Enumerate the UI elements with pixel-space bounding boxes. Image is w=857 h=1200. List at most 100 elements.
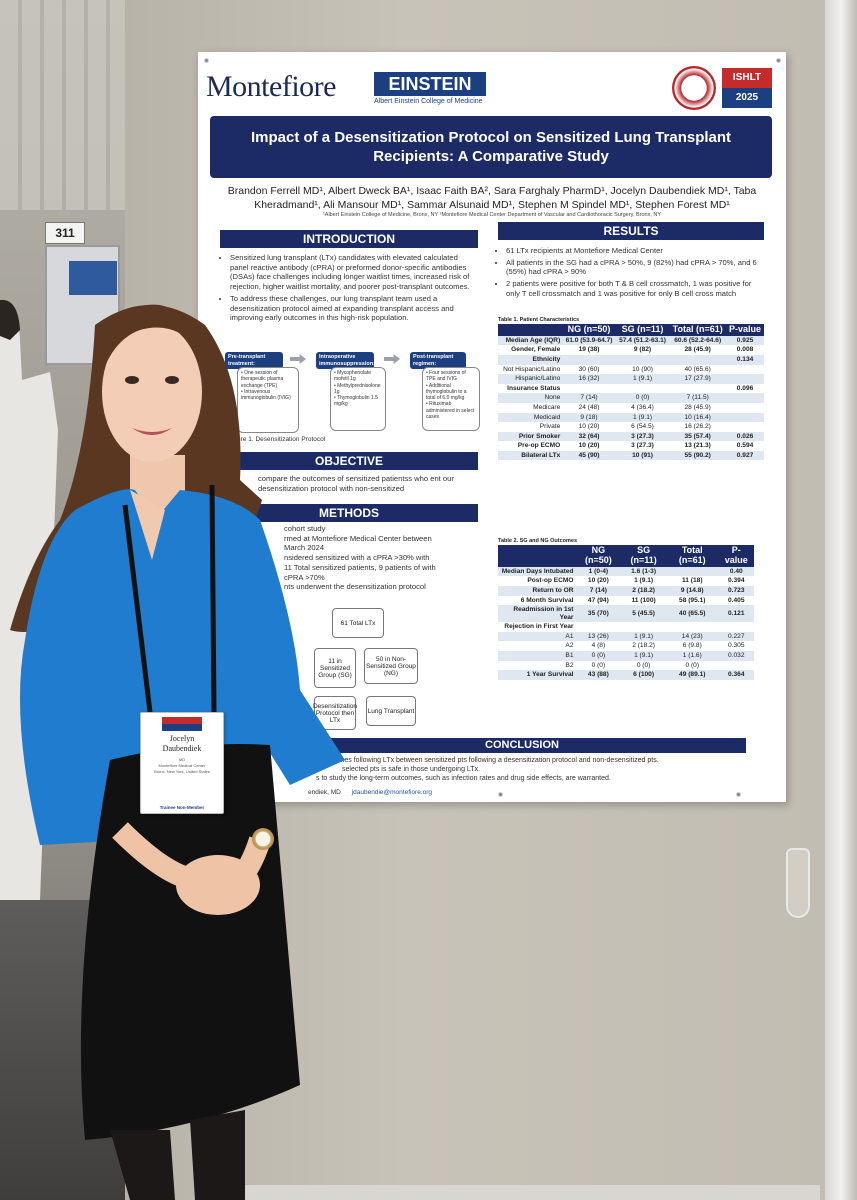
push-pin [498, 792, 503, 797]
table-row: Medicare 24 (48) 4 (36.4) 28 (45.9) [498, 403, 764, 413]
methods-text: cohort study rmed at Montefiore Medical … [284, 524, 478, 592]
table-2-caption: Table 2. SG and NG Outcomes [498, 538, 578, 544]
badge-organization: Montefiore Medical Center [158, 763, 206, 769]
table-row: Insurance Status 0.096 [498, 384, 764, 394]
methods-line: nsidered sensitized with a cPRA >30% wit… [284, 553, 430, 563]
table-cell: 0.40 [718, 566, 754, 577]
row-label: Pre-op ECMO [517, 442, 561, 450]
wristwatch-icon [252, 828, 274, 850]
table-cell: 16 (26.2) [684, 423, 711, 431]
hall-ceiling [0, 0, 140, 210]
arrow-right-icon [384, 354, 400, 364]
research-poster: Montefiore EINSTEIN Albert Einstein Coll… [198, 52, 786, 802]
table-header: SG (n=11) [615, 324, 670, 336]
badge-type: Trainee Non-Member [159, 805, 205, 810]
table-cell: 0.723 [718, 585, 754, 596]
table-cell: 9 (18) [562, 412, 616, 423]
table-cell [726, 393, 764, 403]
results-bullet: 61 LTx recipients at Montefiore Medical … [506, 246, 766, 256]
table-cell: 1 (9.1) [621, 631, 666, 642]
table-cell: 0.305 [728, 642, 745, 650]
table-cell: 1 (0-4) [575, 566, 622, 577]
table-row: A2 4 (8) 2 (18.2) 6 (9.8) 0.305 [498, 641, 754, 651]
einstein-logo: EINSTEIN [374, 72, 486, 96]
row-label: Gender, Female [511, 346, 561, 354]
booth-number-sign: 311 [45, 222, 85, 244]
methods-line: cPRA >70% [284, 572, 325, 582]
table-header [498, 324, 563, 336]
table-cell: 0.594 [736, 442, 754, 450]
ishlt-badge-logo [162, 717, 202, 731]
table-header: NG (n=50) [575, 545, 622, 567]
row-label: Private [539, 423, 561, 431]
row-label: Return to OR [498, 585, 576, 596]
table-cell [576, 622, 622, 632]
conclusion-text: y outcomes following LTx between sensiti… [316, 756, 756, 783]
introduction-heading: INTRODUCTION [220, 230, 478, 248]
table-cell [665, 566, 719, 577]
table-cell: 3 (27.3) [615, 431, 670, 442]
table-cell: 1.6 (1-3) [621, 566, 666, 577]
table-cell: 0 (0) [685, 661, 700, 669]
table-cell: 4 (8) [591, 642, 606, 650]
total-ltx-box: 61 Total LTx [332, 608, 384, 638]
table-row: Hispanic/Latino 16 (32) 1 (9.1) 17 (27.9) [498, 374, 764, 384]
table-row: Post-op ECMO 10 (20) 1 (9.1) 11 (18) 0.394 [498, 576, 754, 586]
row-label: Ethnicity [498, 355, 563, 365]
table-cell: 28 (45.9) [684, 403, 711, 411]
row-label: None [498, 393, 563, 403]
table-cell [621, 622, 666, 632]
row-label: Post-op ECMO [527, 577, 574, 585]
table-cell: 0 (0) [615, 393, 670, 403]
table-cell: 7 (11.5) [669, 393, 727, 403]
row-label: Readmission in 1st Year [498, 605, 576, 623]
push-pin [776, 58, 781, 63]
table-cell: 9 (82) [633, 346, 652, 354]
table-cell: 24 (48) [578, 403, 600, 411]
methods-line: cohort study [284, 524, 326, 533]
table-cell: 0.227 [718, 631, 754, 642]
table-cell: 9 (14.8) [665, 585, 719, 596]
row-label: 6 Month Survival [520, 596, 574, 604]
table-cell: 5 (45.5) [621, 605, 666, 623]
table-cell [719, 622, 754, 632]
table-cell: 40 (65.5) [665, 605, 719, 623]
results-text: 61 LTx recipients at Montefiore Medical … [498, 246, 766, 301]
row-label: Rejection in First Year [504, 623, 574, 631]
table-cell: 0.927 [726, 450, 764, 461]
methods-line: rmed at Montefiore Medical Center betwee… [284, 533, 432, 543]
introduction-bullet: Sensitized lung transplant (LTx) candida… [230, 253, 478, 292]
badge-last-name: Daubendiek [162, 743, 202, 753]
pre-transplant-box: • One session of therapeutic plasma exch… [237, 367, 299, 433]
row-label: Medicare [533, 403, 561, 411]
einstein-logo-subtitle: Albert Einstein College of Medicine [374, 98, 483, 105]
conclusion-line: selected pts is safe in those undergoing… [342, 766, 481, 774]
table-cell: 6 (54.5) [631, 423, 654, 431]
badge-location: Bronx, New York, United States [154, 768, 210, 774]
table-cell [562, 355, 616, 365]
table-cell: 0.008 [736, 346, 754, 354]
table-cell: 30 (60) [578, 365, 600, 373]
table-cell: 10 (20) [587, 577, 609, 585]
table-cell: 11 (18) [681, 577, 703, 585]
post-transplant-heading: Post-transplant regimen: [410, 352, 466, 370]
methods-heading: METHODS [220, 504, 478, 522]
table-row: Return to OR 7 (14) 2 (18.2) 9 (14.8) 0.723 [498, 585, 754, 596]
row-label: Prior Smoker [498, 431, 563, 442]
protocol-box: Desensitization Protocol then LTx [313, 696, 357, 730]
table-cell [726, 365, 764, 375]
table-cell: 61.0 (53.9-64.7) [562, 335, 616, 346]
badge-credential: MD [178, 757, 186, 763]
badge-first-name: Jocelyn [169, 734, 195, 743]
table-row: Prior Smoker 32 (64) 3 (27.3) 35 (57.4) 0.02… [498, 431, 764, 442]
table-cell: 10 (20) [578, 442, 600, 450]
table-header: Total (n=61) [665, 545, 719, 567]
poster-authors: Brandon Ferrell MD¹, Albert Dweck BA¹, I… [227, 185, 757, 212]
table-row: B1 0 (0) 1 (9.1) 1 (1.6) 0.032 [498, 650, 754, 661]
table-cell [669, 355, 727, 365]
table-1-caption: Table 1. Patient Characteristics [498, 317, 580, 323]
table-cell: 0.026 [726, 431, 764, 442]
table-cell [562, 384, 616, 394]
table-cell: 0.096 [736, 384, 754, 392]
sensitized-group-box: 11 in Sensitized Group (SG) [314, 648, 356, 688]
